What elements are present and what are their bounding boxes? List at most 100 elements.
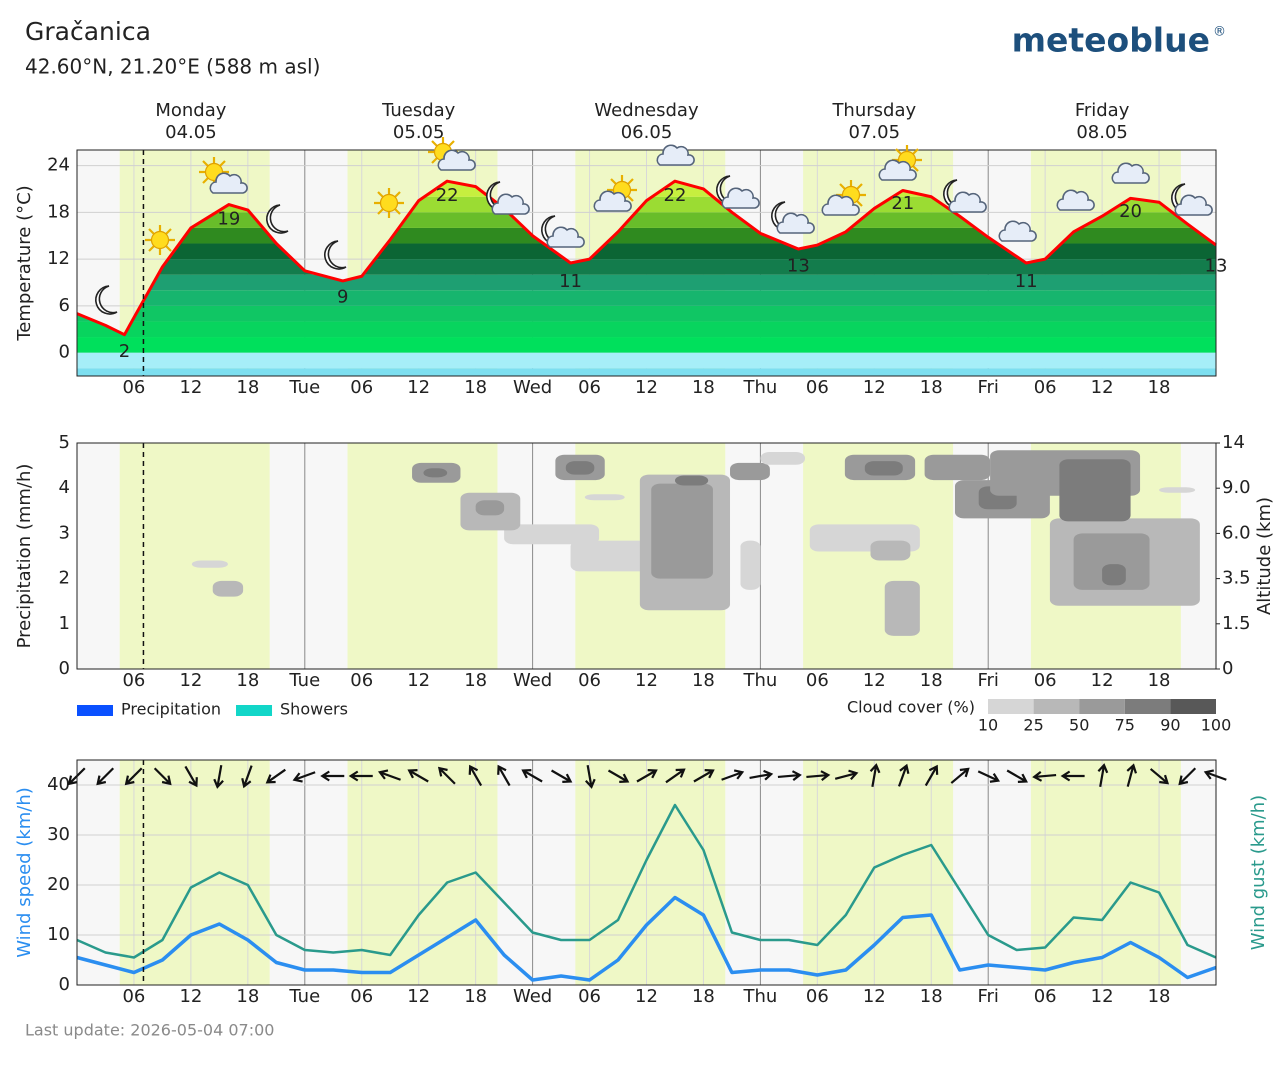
y2-tick-label: 9.0 <box>1222 477 1251 498</box>
y-tick-label: 1 <box>59 613 70 634</box>
series-line <box>76 803 1217 959</box>
wind-arrow <box>950 767 970 784</box>
chart-panel: 06 12 18 Tue 06 12 18 Wed 06 12 18 Thu 06 12 18 Fri 06 12… <box>14 100 1227 398</box>
wind-arrow <box>749 769 774 781</box>
wind-arrow <box>153 767 172 786</box>
wind-arrow <box>607 769 630 783</box>
wind-arrow <box>1032 770 1057 782</box>
wind-arrow <box>437 766 456 785</box>
wind-arrow <box>1060 770 1085 782</box>
day-date: 07.05 <box>849 122 901 143</box>
x-tick-label: 12 <box>635 377 658 398</box>
cloud-cell <box>1073 533 1150 590</box>
cloud-cell <box>1159 487 1196 493</box>
day-date: 05.05 <box>393 122 445 143</box>
temperature-band <box>77 352 1216 369</box>
y-tick-label: 20 <box>47 874 70 895</box>
title: Gračanica <box>25 17 151 46</box>
temperature-band <box>77 368 1216 376</box>
x-tick-label: 06 <box>806 986 829 1007</box>
x-tick-label: 12 <box>1091 986 1114 1007</box>
cloud-legend-label: 50 <box>1069 716 1089 735</box>
wind-arrow-shape <box>320 770 345 782</box>
wind-arrow-shape <box>1060 770 1085 782</box>
y-tick-label: 2 <box>59 568 70 589</box>
x-tick-label: 12 <box>863 377 886 398</box>
x-tick-label: 06 <box>578 986 601 1007</box>
wind-arrow <box>468 764 483 787</box>
y-tick-label: 24 <box>47 155 70 176</box>
x-tick-label: 06 <box>1034 670 1057 691</box>
plot-frame <box>76 442 1217 670</box>
wind-arrow-shape <box>665 768 686 784</box>
x-tick-label: 18 <box>1148 986 1171 1007</box>
wind-arrow <box>96 767 115 786</box>
wind-arrow-shape <box>521 769 543 783</box>
y-tick-label: 18 <box>47 201 70 222</box>
day-name: Thursday <box>831 100 916 121</box>
wind-arrow <box>521 769 543 783</box>
x-tick-label: 18 <box>692 670 715 691</box>
plot-frame <box>76 149 1217 377</box>
series-line <box>76 895 1217 982</box>
wind-arrow-shape <box>241 765 253 789</box>
y-tick-label: 0 <box>59 342 70 363</box>
legend-swatch <box>236 705 273 716</box>
x-tick-label: 06 <box>350 986 373 1007</box>
temperature-band <box>77 259 1216 275</box>
x-tick-label: 18 <box>692 986 715 1007</box>
wind-arrow-shape <box>1006 769 1028 783</box>
wind-arrow-shape <box>806 770 831 782</box>
y-tick-label: 40 <box>47 774 70 795</box>
y-tick-label: 12 <box>47 248 70 269</box>
wind-arrow-shape <box>950 767 970 784</box>
cloud-cell <box>730 462 770 481</box>
wind-arrow <box>977 770 1001 783</box>
wind-arrow <box>777 770 802 782</box>
cloud-cell <box>191 560 228 568</box>
wind-arrow-shape <box>153 767 172 786</box>
wind-arrow-shape <box>1126 763 1138 787</box>
wind-arrow-shape <box>693 769 715 783</box>
subtitle: 42.60°N, 21.20°E (588 m asl) <box>25 55 320 79</box>
x-tick-label: 06 <box>578 670 601 691</box>
x-tick-label: Wed <box>513 986 552 1007</box>
y-tick-label: 0 <box>59 974 70 995</box>
x-tick-label: 18 <box>236 670 259 691</box>
logo-mark: ® <box>1213 25 1226 40</box>
wind-arrow <box>1097 763 1109 788</box>
wind-arrow-shape <box>721 769 745 781</box>
cloud-cell <box>1059 459 1131 522</box>
x-tick-label: 06 <box>1034 377 1057 398</box>
x-tick-label: 12 <box>407 377 430 398</box>
charts: 06 12 18 Tue 06 12 18 Wed 06 12 18 Thu 06 12 18 Fri 06 12… <box>14 100 1275 1007</box>
x-tick-label: 18 <box>1148 670 1171 691</box>
cloud-cell <box>651 483 713 579</box>
day-date: 08.05 <box>1076 122 1128 143</box>
daylight-band <box>119 443 270 669</box>
x-tick-label: 06 <box>122 670 145 691</box>
y-axis-label: Precipitation (mm/h) <box>14 464 35 649</box>
cloud-cell <box>565 461 595 475</box>
daylight-band <box>119 760 270 985</box>
extreme-label: 19 <box>217 209 240 230</box>
x-tick-label: 12 <box>407 986 430 1007</box>
wind-arrow <box>292 771 316 783</box>
x-tick-label: Tue <box>288 377 320 398</box>
x-tick-label: 12 <box>179 670 202 691</box>
wind-arrow-shape <box>1149 768 1170 785</box>
sun-icon <box>143 223 177 257</box>
y-tick-label: 30 <box>47 824 70 845</box>
cloud-cell <box>1102 564 1126 586</box>
x-tick-label: 18 <box>464 377 487 398</box>
x-tick-label: Tue <box>288 670 320 691</box>
wind-arrow-shape <box>897 763 910 787</box>
wind-arrow <box>497 764 511 787</box>
x-tick-label: 12 <box>1091 670 1114 691</box>
wind-arrow <box>184 765 198 788</box>
wind-arrow-shape <box>607 769 630 783</box>
temperature-band <box>77 290 1216 306</box>
wind-arrow-shape <box>497 764 511 787</box>
daylight-band <box>803 760 954 985</box>
cloud-cell <box>924 454 991 481</box>
